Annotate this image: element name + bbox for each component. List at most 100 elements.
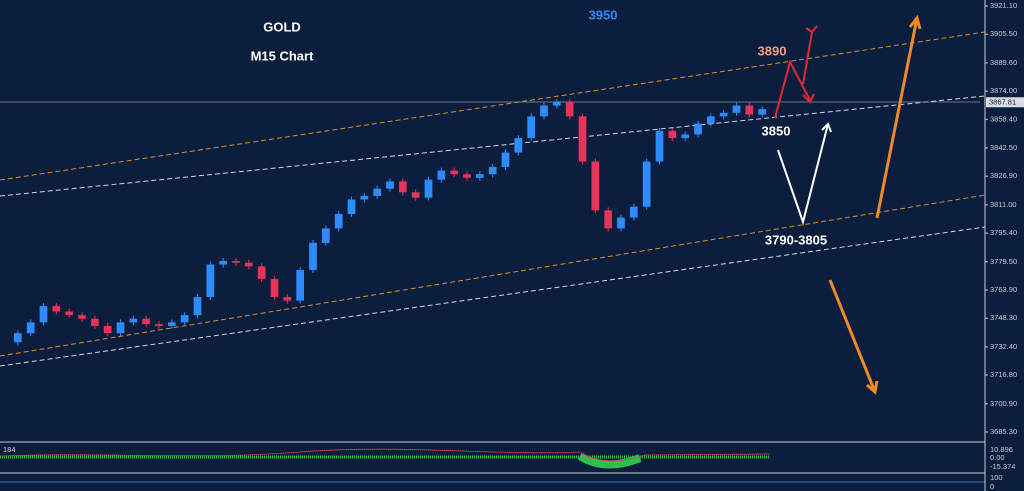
candle-body — [424, 179, 433, 198]
candle-body — [257, 266, 266, 279]
y-tick-label: 3795.40 — [990, 228, 1017, 237]
candle-body — [142, 318, 151, 325]
projection-arrows — [774, 14, 922, 395]
arrow — [802, 31, 813, 85]
y-tick-label: 3921.10 — [990, 1, 1017, 10]
candle-body — [668, 130, 677, 139]
candle-body — [270, 278, 279, 298]
candle-body — [90, 318, 99, 326]
candle-body — [103, 325, 112, 334]
candle-body — [552, 101, 561, 106]
arrow — [777, 123, 829, 226]
chart-subtitle: M15 Chart — [251, 48, 315, 63]
candle-body — [706, 116, 715, 124]
y-tick-label: 3858.40 — [990, 114, 1017, 123]
candle-body — [155, 324, 163, 326]
arrow-head — [821, 122, 832, 133]
candle-body — [386, 181, 394, 189]
y-tick-label: 3842.50 — [990, 143, 1017, 152]
y-tick-label: 3889.60 — [990, 58, 1017, 67]
y-tick-label: 3763.90 — [990, 285, 1017, 294]
arrow-head — [908, 14, 922, 30]
annotation: 3850 — [762, 123, 791, 138]
candle-body — [180, 315, 189, 323]
candle-body — [167, 322, 176, 326]
y-tick-label: 3779.50 — [990, 257, 1017, 266]
candle-body — [26, 322, 35, 334]
candle-body — [527, 116, 536, 139]
candle-body — [655, 130, 664, 162]
current-price-box — [986, 97, 1024, 108]
candle-body — [450, 170, 459, 175]
candle-body — [629, 206, 638, 218]
indicator-label: 0.00 — [990, 453, 1005, 462]
chart-title: GOLD — [263, 19, 301, 34]
candle-body — [758, 109, 767, 115]
arrow — [828, 279, 877, 393]
indicator-histogram — [577, 452, 642, 469]
candle-body — [732, 105, 741, 113]
candle-body — [219, 260, 228, 265]
candle-body — [642, 161, 651, 207]
candle-body — [65, 311, 74, 316]
candle-body — [116, 322, 125, 334]
candle-body — [244, 262, 253, 267]
candle-body — [514, 138, 523, 153]
candle-body — [540, 105, 548, 117]
candle-body — [719, 112, 728, 117]
y-tick-label: 3685.30 — [990, 427, 1017, 436]
candle-body — [398, 181, 407, 193]
candle-body — [206, 264, 215, 298]
candle-body — [591, 161, 600, 211]
candle-body — [78, 315, 86, 319]
lower-panel-label: 100 — [990, 473, 1003, 482]
candle-body — [360, 195, 369, 200]
candle-body — [745, 105, 754, 115]
candle-body — [578, 116, 587, 162]
channel-line — [0, 226, 986, 367]
candle-body — [129, 318, 138, 323]
y-tick-label: 3716.80 — [990, 370, 1017, 379]
candle-body — [52, 306, 61, 312]
arrow-head — [805, 25, 818, 34]
current-price-label: 3867.81 — [989, 97, 1016, 106]
indicator-label: 10.896 — [990, 445, 1013, 454]
candle-body — [309, 242, 317, 270]
indicator-label: -15.374 — [990, 462, 1015, 471]
candle-body — [565, 101, 574, 117]
y-tick-label: 3732.40 — [990, 342, 1017, 351]
candle-body — [13, 333, 22, 343]
candle-body — [501, 152, 510, 167]
candle-body — [437, 170, 446, 180]
candle-body — [475, 174, 484, 178]
annotation: 3950 — [589, 7, 618, 22]
candle-body — [694, 123, 702, 135]
channel-line — [0, 31, 986, 181]
candle-body — [232, 260, 240, 263]
candle-body — [463, 174, 471, 178]
candle-body — [321, 228, 330, 243]
arrow-head — [802, 93, 815, 104]
candle-body — [617, 217, 625, 229]
candle-body — [296, 269, 305, 301]
candle-body — [604, 210, 613, 229]
candle-body — [347, 199, 356, 214]
y-tick-label: 3811.00 — [990, 200, 1017, 209]
indicator-label: 184 — [3, 445, 16, 454]
annotation: 3790-3805 — [765, 232, 827, 247]
y-tick-label: 3748.30 — [990, 313, 1017, 322]
indicator-signal — [0, 448, 771, 462]
y-tick-label: 3826.90 — [990, 171, 1017, 180]
candle-body — [334, 213, 343, 229]
candle-body — [373, 188, 382, 196]
candle-body — [681, 134, 690, 139]
y-tick-label: 3874.00 — [990, 86, 1017, 95]
y-tick-label: 3700.90 — [990, 399, 1017, 408]
candle-body — [193, 297, 202, 316]
arrow — [875, 17, 919, 219]
arrow-head — [866, 380, 879, 395]
lower-panel-label: 0 — [990, 482, 994, 491]
